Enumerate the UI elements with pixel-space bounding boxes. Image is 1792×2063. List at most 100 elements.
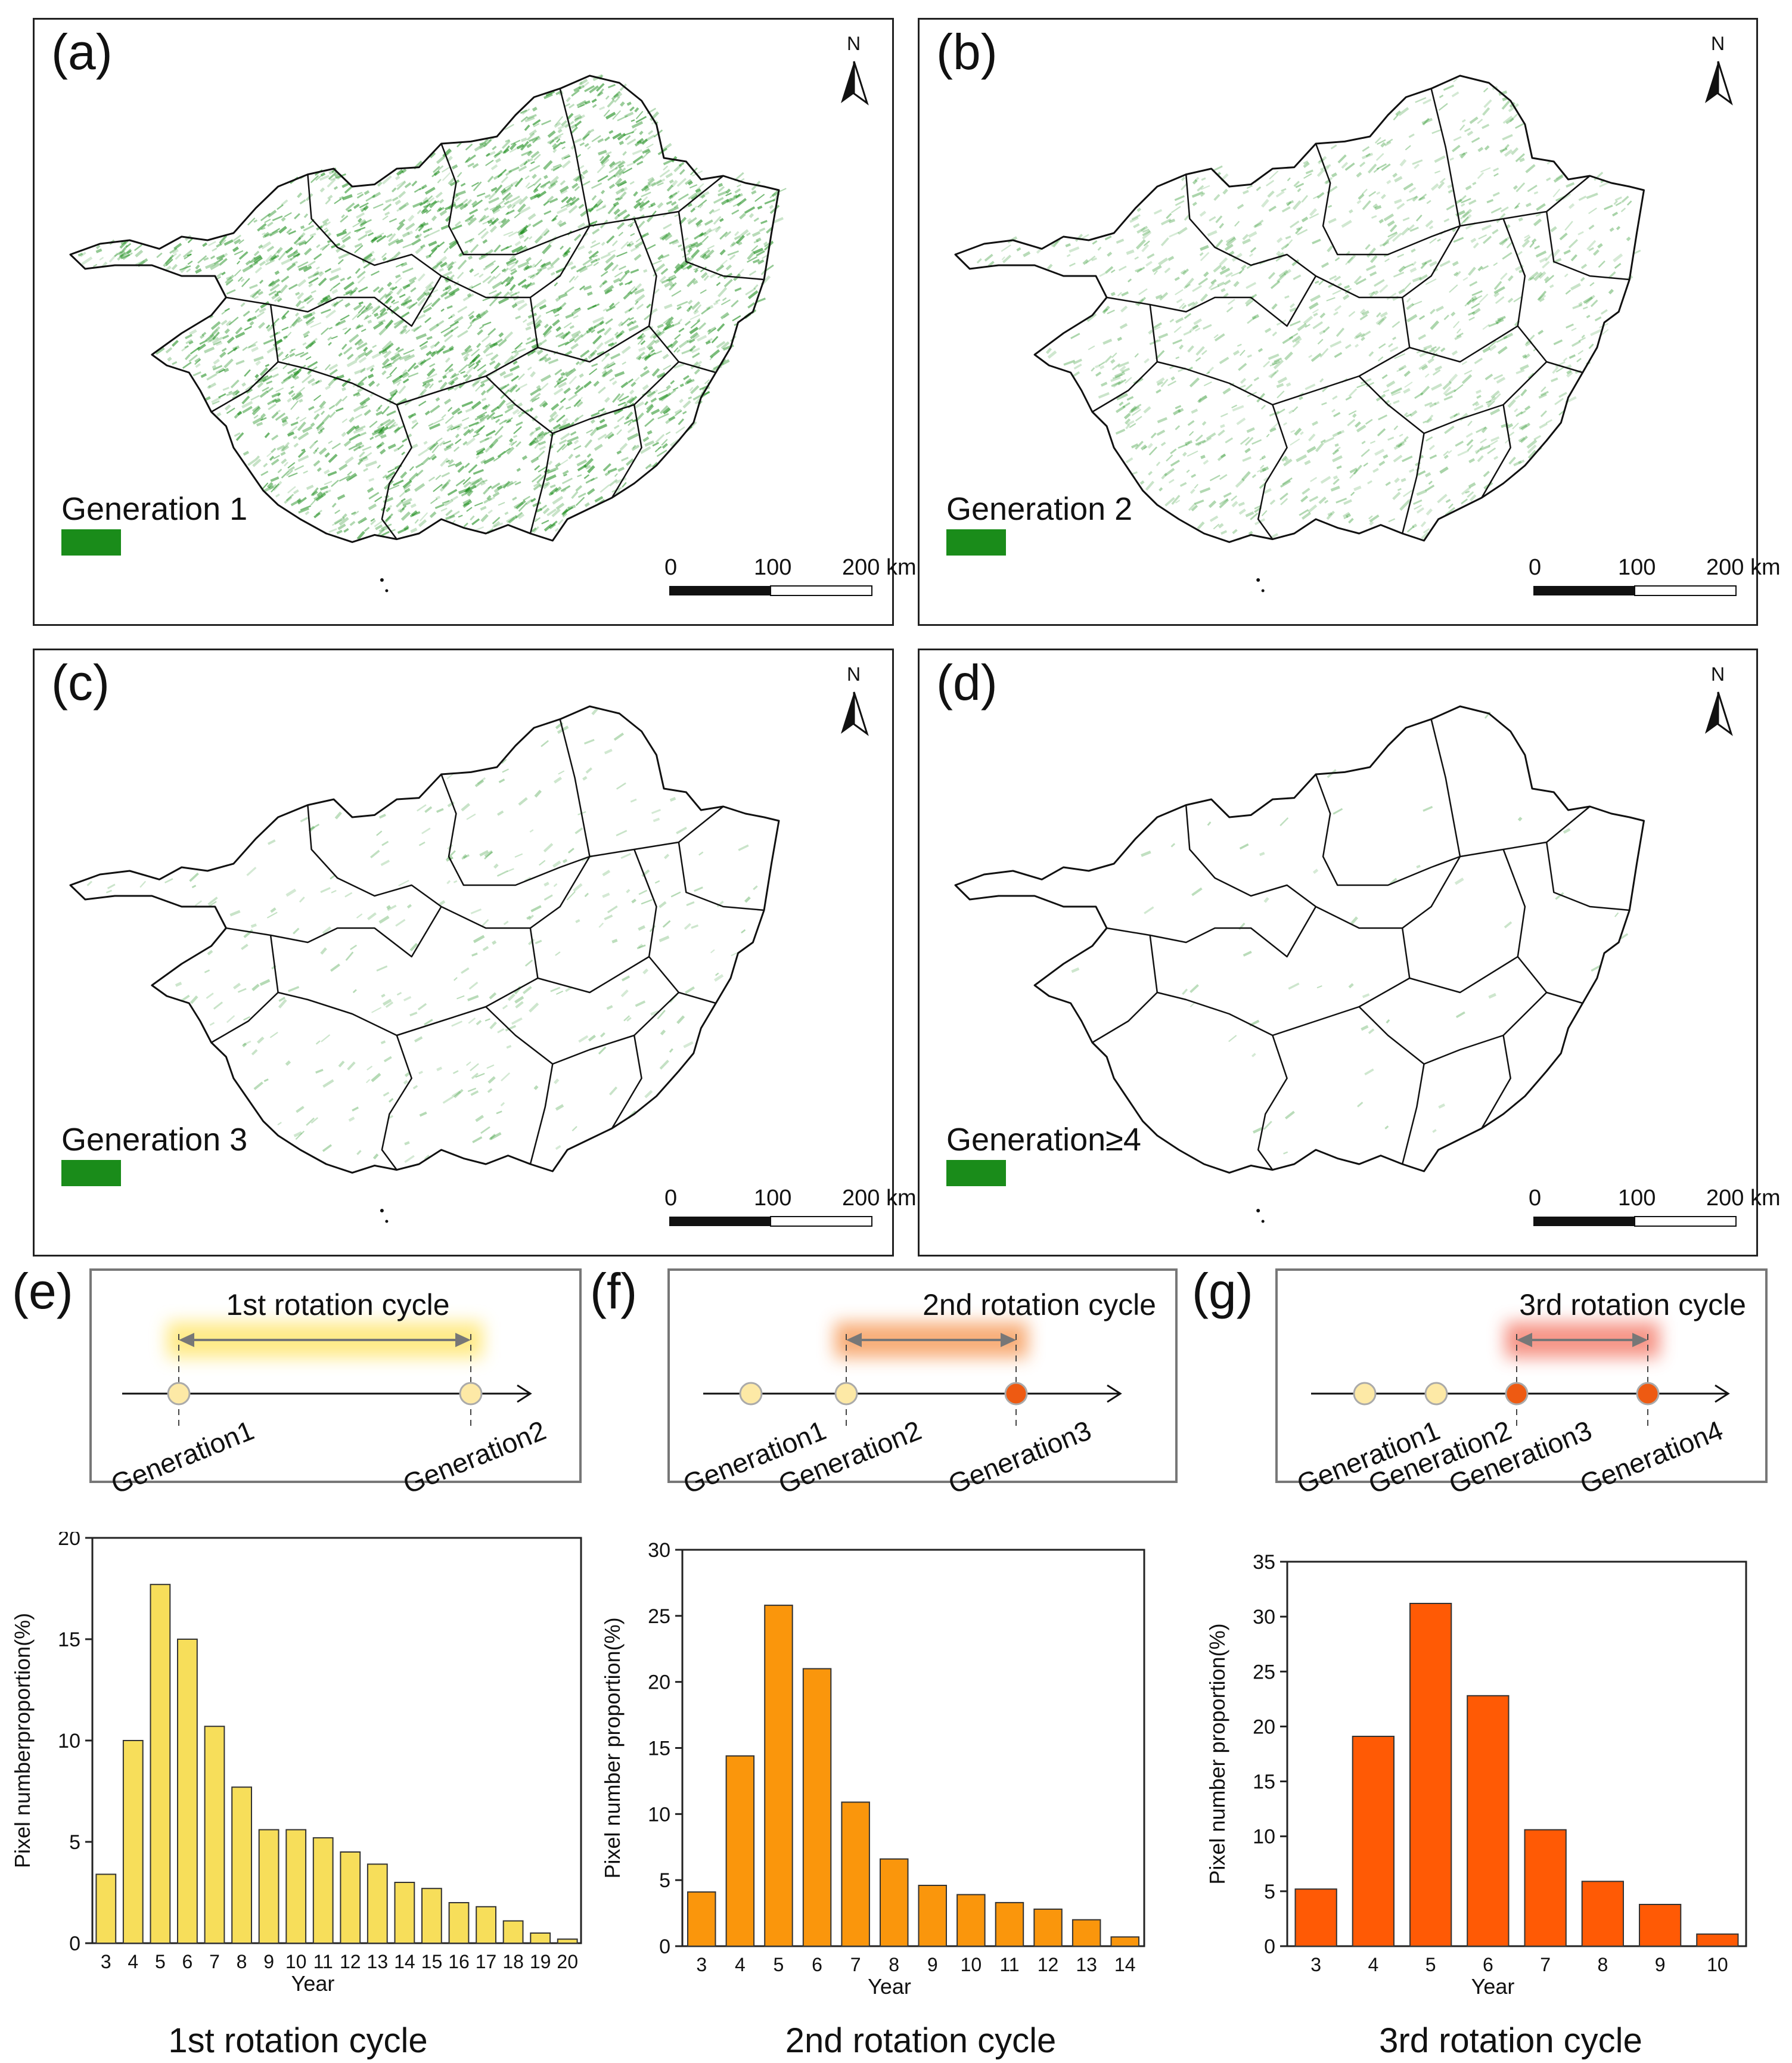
- district-boundary: [1401, 297, 1518, 363]
- scale-label-200: 200 km: [1706, 555, 1781, 580]
- y-tick-label: 10: [1253, 1826, 1275, 1848]
- district-boundary: [559, 719, 591, 857]
- generation-marker: [1505, 1382, 1529, 1406]
- arrow-head-right-icon: [1001, 1333, 1016, 1347]
- region-outline: [954, 705, 1645, 1174]
- district-boundary: [1430, 88, 1461, 227]
- x-tick-label: 12: [1038, 1954, 1059, 1975]
- generation-marker: [1004, 1382, 1028, 1406]
- scale-bar-white: [1634, 1216, 1737, 1227]
- bar-chart: 0 5 10 15 20 25 30 35 3 4 5 6 7 8 9 10 Year Pixel number …: [1205, 1551, 1747, 1999]
- x-tick-label: 14: [394, 1951, 415, 1972]
- district-boundary: [529, 433, 554, 534]
- scale-bar-white: [1634, 585, 1737, 596]
- y-tick-label: 15: [58, 1628, 80, 1651]
- x-tick-label: 6: [812, 1954, 822, 1975]
- bar: [1033, 1908, 1063, 1947]
- district-boundary: [559, 88, 591, 227]
- bar: [1639, 1904, 1682, 1947]
- y-tick-label: 25: [648, 1605, 670, 1628]
- island: [1261, 1220, 1265, 1223]
- district-boundary: [1315, 143, 1461, 256]
- district-boundary: [440, 856, 591, 929]
- x-tick-label: 3: [696, 1954, 707, 1975]
- district-boundary: [381, 404, 412, 540]
- x-tick-label: 12: [340, 1951, 361, 1972]
- generation-marker: [167, 1382, 191, 1406]
- district-boundary: [529, 927, 650, 994]
- x-tick-label: 15: [421, 1951, 443, 1972]
- bar: [231, 1786, 253, 1944]
- y-tick-label: 20: [58, 1532, 80, 1550]
- x-tick-label: 5: [1425, 1954, 1436, 1975]
- y-tick-label: 0: [69, 1932, 80, 1955]
- district-boundary: [1315, 856, 1461, 929]
- rotation-diagram: Generation1 Generation2 Generation3 2nd rot…: [667, 1268, 1178, 1500]
- panel-label: (f): [590, 1263, 638, 1319]
- region-outline: [69, 75, 780, 543]
- x-tick-label: 10: [961, 1954, 982, 1975]
- scale-label-100: 100: [1618, 555, 1656, 580]
- arrow-head-left-icon: [1517, 1333, 1532, 1347]
- plantation-pixels: [976, 78, 1641, 541]
- x-tick-label: 5: [774, 1954, 784, 1975]
- x-tick-label: 6: [182, 1951, 193, 1972]
- scale-bar-white: [770, 585, 872, 596]
- generation-marker: [1353, 1382, 1377, 1406]
- scale-label-0: 0: [664, 1186, 678, 1211]
- district-boundary: [611, 1035, 642, 1129]
- y-tick-label: 35: [1253, 1551, 1275, 1574]
- map-panel: (c) N Generation 3 0 100 200 km: [33, 649, 917, 1257]
- district-boundary: [226, 906, 442, 958]
- rotation-diagram: Generation1 Generation2 1st rotation cycle: [89, 1268, 582, 1500]
- bar: [802, 1668, 832, 1947]
- bar: [204, 1726, 225, 1944]
- bar: [95, 1873, 117, 1944]
- legend-swatch: [61, 529, 121, 556]
- bar: [530, 1932, 551, 1944]
- y-tick-label: 10: [648, 1803, 670, 1826]
- y-tick-label: 15: [1253, 1771, 1275, 1794]
- bar: [502, 1920, 524, 1944]
- x-tick-label: 7: [209, 1951, 220, 1972]
- district-boundary: [1149, 935, 1410, 1037]
- x-tick-label: 4: [1368, 1954, 1378, 1975]
- north-arrow-icon: [1705, 691, 1733, 736]
- island: [1256, 578, 1260, 582]
- bar-chart: 0 5 10 15 20 25 30 3 4 5 6 7 8 9 10 11 12 13 14 Year Pixel n…: [600, 1539, 1145, 1999]
- diagram-title: 3rd rotation cycle: [1519, 1288, 1746, 1321]
- x-tick-label: 9: [927, 1954, 938, 1975]
- bar: [1072, 1919, 1101, 1947]
- scale-bar-black: [1533, 1217, 1635, 1226]
- scale-label-200: 200 km: [842, 555, 917, 580]
- axis-arrow-icon: [1107, 1384, 1122, 1403]
- map-panel: (a) N Generation 1 0 100 200 km: [33, 18, 917, 626]
- district-boundary: [678, 842, 765, 911]
- panel-label: (a): [51, 24, 113, 80]
- district-boundary: [1502, 849, 1583, 1004]
- region-outline: [69, 705, 780, 1174]
- timeline: [1311, 1322, 1730, 1426]
- scale-label-200: 200 km: [1706, 1186, 1781, 1211]
- x-tick-label: 8: [889, 1954, 899, 1975]
- map-panel: (b) N Generation 2 0 100 200 km: [918, 18, 1781, 626]
- district-boundary: [1545, 211, 1630, 281]
- scale-label-200: 200 km: [842, 1186, 917, 1211]
- x-tick-label: 4: [735, 1954, 746, 1975]
- chart-title: 2nd rotation cycle: [785, 2021, 1057, 2060]
- bar: [476, 1906, 497, 1944]
- x-tick-label: 17: [476, 1951, 497, 1972]
- district-boundary: [1092, 992, 1158, 1044]
- district-boundary: [1401, 927, 1518, 994]
- plot-frame: [681, 1549, 1145, 1947]
- bar: [841, 1801, 870, 1947]
- bar: [177, 1639, 198, 1944]
- region-outline: [954, 75, 1645, 543]
- arrow-head-right-icon: [455, 1333, 471, 1347]
- x-axis-label: Year: [1471, 1974, 1515, 1999]
- arrow-head-right-icon: [1632, 1333, 1648, 1347]
- generation-marker: [1636, 1382, 1660, 1406]
- bar: [1524, 1829, 1567, 1947]
- district-boundary: [307, 805, 442, 908]
- district-boundary: [1481, 1035, 1511, 1129]
